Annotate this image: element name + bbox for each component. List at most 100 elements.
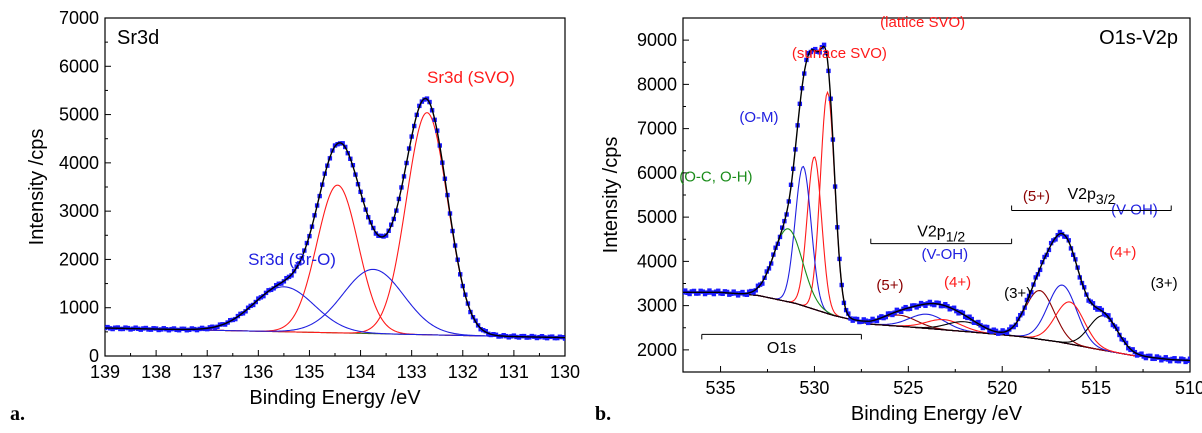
panel-a-data-point	[184, 328, 189, 333]
panel-b-data-point	[971, 320, 977, 325]
panel-b-data-point	[1143, 355, 1149, 361]
panel-b-data-point	[857, 319, 862, 325]
panel-b-data-point	[962, 314, 968, 320]
panel-b-data-point	[989, 329, 994, 334]
panel-b-data-point	[1163, 355, 1168, 360]
panel-b-data-point	[1152, 356, 1157, 362]
panel-a-peak-annotation: Sr3d (SVO)	[427, 68, 515, 87]
panel-b-peak-annotation: (4+)	[944, 274, 971, 291]
panel-b-data-point	[1159, 358, 1164, 363]
panel-a-data-point	[199, 325, 205, 331]
panel-a-x-tick-label: 133	[397, 362, 427, 382]
panel-b-data-point	[907, 306, 913, 311]
panel-a-data-point	[483, 329, 488, 334]
panel-b-data-point	[1004, 330, 1010, 336]
panel-b-data-point	[976, 319, 981, 325]
panel-b-data-point	[1101, 311, 1107, 317]
panel-a-data-point	[110, 326, 115, 332]
panel-a-data-point	[511, 333, 517, 338]
panel-b-data-point	[735, 293, 741, 298]
panel-b-data-point	[929, 302, 935, 307]
panel-a-data-point	[128, 327, 133, 332]
panel-a-data-point	[212, 325, 218, 330]
panel-b-data-point	[890, 312, 895, 318]
panel-b-data-point	[960, 310, 966, 316]
panel-b-data-point	[1099, 307, 1105, 313]
panel-b-data-point	[711, 291, 717, 297]
panel-a-data-point	[284, 275, 289, 281]
panel-a-y-tick-label: 3000	[59, 201, 99, 221]
panel-b-peak-annotation: (4+)	[1109, 244, 1136, 261]
panel-a-data-point	[256, 296, 261, 301]
panel-b-data-point	[947, 307, 952, 312]
panel-b-data-point	[996, 331, 1001, 336]
panel-a-y-tick-label: 4000	[59, 153, 99, 173]
panel-b-y-axis-label: Intensity /cps	[600, 137, 622, 254]
panel-b-data-point	[1097, 306, 1102, 311]
panel-a-x-tick-label: 131	[499, 362, 529, 382]
panel-b-y-tick-label: 5000	[637, 207, 677, 227]
panel-b-data-point	[899, 309, 904, 315]
panel-b-data-point	[879, 314, 884, 319]
panel-a-data-point	[205, 326, 210, 332]
panel-b-data-point	[724, 289, 730, 295]
panel-b-data-point	[683, 288, 688, 293]
panel-b-y-tick-label: 3000	[637, 296, 677, 316]
panel-b-data-point	[696, 291, 701, 296]
panel-a-x-axis-label: Binding Energy /eV	[249, 387, 421, 409]
panel-b-data-point	[727, 292, 732, 297]
panel-b-y-tick-label: 2000	[637, 340, 677, 360]
panel-b-data-point	[720, 291, 725, 297]
panel-b-data-point	[993, 328, 999, 334]
panel-b-data-point	[870, 316, 875, 322]
panel-b-y-tick-label: 4000	[637, 251, 677, 271]
panel-b-data-point	[1170, 356, 1175, 362]
panel-b-chart: 535 530 525 520 515 510 2000 3000 4000 5000 6000 70…	[600, 14, 1202, 425]
panel-a-data-point	[496, 334, 501, 339]
panel-b-peak-component-10	[683, 284, 1190, 362]
panel-a-data-point	[422, 97, 427, 102]
panel-b-data-point	[985, 324, 990, 330]
panel-b-bracket-label-sub: 1/2	[946, 228, 966, 244]
panel-a-data-point	[210, 324, 215, 329]
panel-b-data-point	[1048, 240, 1054, 246]
panel-b-data-point	[967, 314, 972, 319]
panel-b-fit-envelope	[683, 45, 1190, 362]
panel-b-bracket-label-main: V2p	[917, 223, 946, 240]
panel-a-x-tick-label: 139	[90, 362, 120, 382]
panel-b-data-point	[881, 315, 886, 321]
panel-b-peak-annotation: (V-OH)	[1111, 201, 1158, 218]
panel-b-data-point	[894, 307, 900, 313]
panel-b-data-point	[923, 303, 928, 308]
panel-a-peak-annotation: Sr3d (Sr-O)	[248, 250, 336, 269]
panel-a-data-point	[279, 281, 284, 286]
panel-b-peak-annotation: (V-OH)	[921, 246, 968, 263]
panel-b-data-point	[751, 290, 756, 295]
panel-b-data-point	[1181, 357, 1186, 362]
panel-b-data-point	[808, 49, 814, 55]
panel-a-y-tick-label: 5000	[59, 105, 99, 125]
panel-b-data-point	[876, 315, 882, 320]
panel-b-data-point	[1090, 301, 1096, 306]
panel-b-data-point	[1115, 326, 1120, 332]
panel-a-curves	[105, 96, 565, 341]
panel-a-data-point	[105, 324, 110, 330]
panel-b-data-point	[1009, 324, 1014, 329]
panel-b-y-tick-label: 8000	[637, 74, 677, 94]
panel-b-y-tick-label: 9000	[637, 30, 677, 50]
panel-b-data-point	[958, 309, 963, 315]
panel-b-bracket-label: V2p3/2	[1067, 186, 1115, 207]
panel-b-peak-annotation: (surface SVO)	[792, 45, 887, 62]
panel-b-data-point	[1148, 353, 1153, 359]
panel-b-peak-annotation: (O-M)	[739, 109, 778, 126]
panel-b-data-point	[1013, 322, 1019, 328]
panel-a-data-point	[222, 322, 228, 327]
panel-a-data-point	[506, 335, 511, 340]
panel-b-data-point	[722, 289, 728, 294]
panel-b-data-point	[740, 289, 745, 295]
panel-b-data-point	[1053, 237, 1058, 242]
panel-b-data-point	[912, 303, 917, 308]
panel-a-data-point	[529, 333, 534, 339]
panel-b-x-tick-label: 515	[1081, 378, 1111, 398]
panel-a-y-tick-label: 7000	[59, 8, 99, 28]
